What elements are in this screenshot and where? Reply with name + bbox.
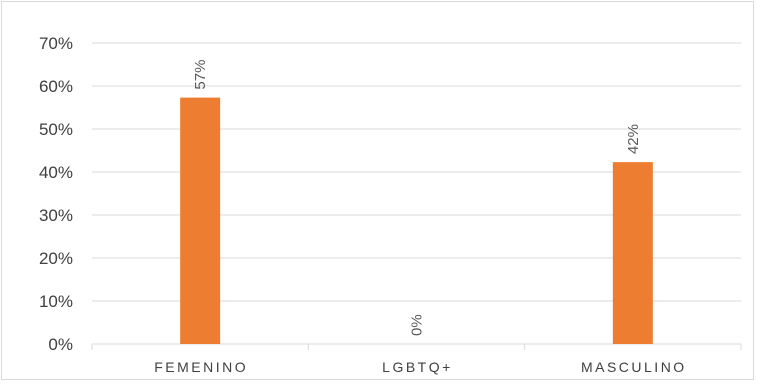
bar-femenino <box>180 97 221 344</box>
y-tick-label: 30% <box>39 206 73 225</box>
y-tick-label: 70% <box>39 34 73 53</box>
data-label: 42% <box>625 124 642 154</box>
data-labels: 57% 0% 42% <box>192 60 642 336</box>
bar-masculino <box>612 162 653 344</box>
data-label: 0% <box>409 314 426 336</box>
y-tick-label: 60% <box>39 77 73 96</box>
x-category-label: FEMENINO <box>154 359 248 375</box>
y-tick-label: 40% <box>39 163 73 182</box>
x-axis-category-labels: FEMENINO LGBTQ+ MASCULINO <box>154 359 687 375</box>
x-category-label: LGBTQ+ <box>382 359 453 375</box>
x-category-label: MASCULINO <box>581 359 687 375</box>
y-axis-tick-labels: 0% 10% 20% 30% 40% 50% 60% 70% <box>39 34 73 354</box>
x-axis <box>91 343 742 350</box>
data-label: 57% <box>192 60 209 90</box>
y-tick-label: 10% <box>39 292 73 311</box>
y-tick-label: 0% <box>48 335 73 354</box>
bars <box>180 97 653 344</box>
y-tick-label: 50% <box>39 120 73 139</box>
y-tick-label: 20% <box>39 249 73 268</box>
